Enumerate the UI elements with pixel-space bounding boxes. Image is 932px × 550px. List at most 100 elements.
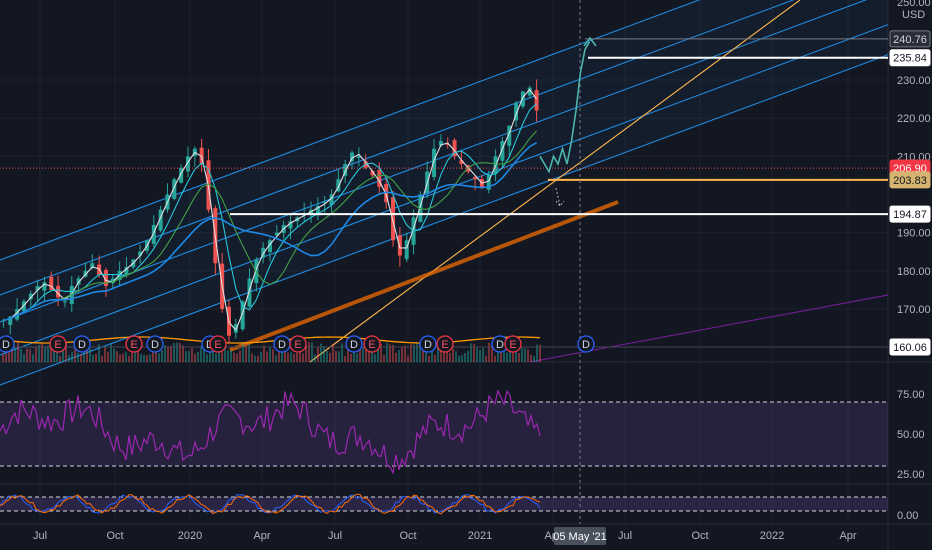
volume-bar xyxy=(329,352,331,362)
volume-bar xyxy=(305,345,307,362)
volume-bar xyxy=(383,355,385,362)
volume-bar xyxy=(179,342,181,362)
volume-bar xyxy=(53,343,55,362)
volume-bar xyxy=(413,344,415,362)
volume-bar xyxy=(356,353,358,362)
volume-bar xyxy=(476,347,478,362)
volume-bar xyxy=(272,349,274,362)
volume-bar xyxy=(113,348,115,362)
candle-body xyxy=(315,205,320,216)
time-axis[interactable]: Jul Oct 2020 Apr Jul Oct 2021 Apr Jul Oct 2022 Apr0… xyxy=(33,527,857,545)
time-tick-label: 2021 xyxy=(468,530,492,542)
price-tick-label-partial: 250.00 xyxy=(897,0,931,9)
volume-bar xyxy=(239,350,241,362)
volume-bar xyxy=(269,347,271,362)
volume-bar xyxy=(365,347,367,362)
volume-bar xyxy=(80,354,82,362)
volume-bar xyxy=(395,352,397,362)
volume-bar xyxy=(236,353,238,362)
candle-body xyxy=(49,276,54,290)
candle-body xyxy=(432,148,437,178)
volume-bar xyxy=(350,353,352,362)
price-axis[interactable]: USD250.00230.00220.00210.00190.00180.001… xyxy=(889,0,931,522)
volume-bar xyxy=(65,342,67,362)
candle-body xyxy=(343,163,348,176)
event-marker-d xyxy=(146,335,164,353)
volume-bar xyxy=(254,355,256,362)
volume-bar xyxy=(347,348,349,362)
event-markers: DEDEDDEDEDEDEDED xyxy=(0,335,595,353)
candle-body xyxy=(356,156,361,159)
candle-body xyxy=(520,91,525,107)
volume-bar xyxy=(431,343,433,362)
volume-bar xyxy=(308,342,310,362)
candle-body xyxy=(42,282,47,291)
volume-bar xyxy=(77,353,79,362)
volume-bar xyxy=(389,344,391,362)
event-marker-label: D xyxy=(78,339,86,351)
rsi-panel xyxy=(0,388,888,475)
volume-bar xyxy=(191,348,193,362)
volume-bar xyxy=(425,348,427,362)
volume-bar xyxy=(14,347,16,362)
volume-bar xyxy=(248,344,250,362)
candle-body xyxy=(90,263,95,268)
time-tick-label: Apr xyxy=(253,530,270,542)
volume-bar xyxy=(149,354,151,362)
volume-bar xyxy=(428,355,430,362)
price-tag xyxy=(889,338,931,356)
volume-bar xyxy=(506,352,508,362)
volume-bar xyxy=(302,353,304,362)
volume-bar xyxy=(449,352,451,362)
price-tag-label: 240.76 xyxy=(893,34,927,46)
volume-bar xyxy=(521,347,523,362)
volume-bar xyxy=(101,355,103,362)
event-marker-label: D xyxy=(278,339,286,351)
volume-bar xyxy=(530,354,532,362)
event-marker-d xyxy=(345,335,363,353)
candle-body xyxy=(15,309,20,320)
volume-bar xyxy=(134,350,136,362)
event-marker-e xyxy=(125,335,143,353)
volume-bar xyxy=(212,350,214,362)
candle-body xyxy=(459,160,464,164)
volume-bar xyxy=(488,342,490,362)
stoch-d-line xyxy=(0,493,541,515)
volume-bar xyxy=(209,348,211,362)
volume-bar xyxy=(422,345,424,362)
time-tick-label: 2022 xyxy=(760,530,784,542)
volume-bar xyxy=(116,351,118,362)
volume-bar xyxy=(83,344,85,362)
volume-bar xyxy=(20,348,22,362)
volume-bar xyxy=(419,343,421,362)
volume-bar xyxy=(143,354,145,362)
candle-body xyxy=(377,169,382,187)
volume-bar xyxy=(332,343,334,362)
candle-body xyxy=(138,251,143,256)
event-marker-label: E xyxy=(368,339,375,351)
volume-bar xyxy=(197,351,199,362)
event-marker-label: E xyxy=(54,339,61,351)
projection-path[interactable] xyxy=(539,36,597,207)
event-marker-e xyxy=(363,335,381,353)
volume-bar xyxy=(461,355,463,362)
event-marker-d xyxy=(577,335,595,353)
candle-body xyxy=(185,156,190,172)
volume-bar xyxy=(323,345,325,362)
projection-line[interactable] xyxy=(539,41,591,174)
volume-bar xyxy=(278,349,280,362)
volume-bar xyxy=(290,352,292,362)
candle-body xyxy=(527,87,532,96)
moving-averages xyxy=(3,88,538,332)
channel-line-1 xyxy=(0,0,795,296)
volume-bar xyxy=(287,352,289,362)
volume-bar xyxy=(464,353,466,362)
event-marker-d xyxy=(419,335,437,353)
event-marker-e xyxy=(49,335,67,353)
candle-body xyxy=(363,161,368,168)
volume-bar xyxy=(8,347,10,362)
price-tag-label: 203.83 xyxy=(893,175,927,187)
candle-body xyxy=(110,278,115,284)
volume-bar xyxy=(446,343,448,362)
